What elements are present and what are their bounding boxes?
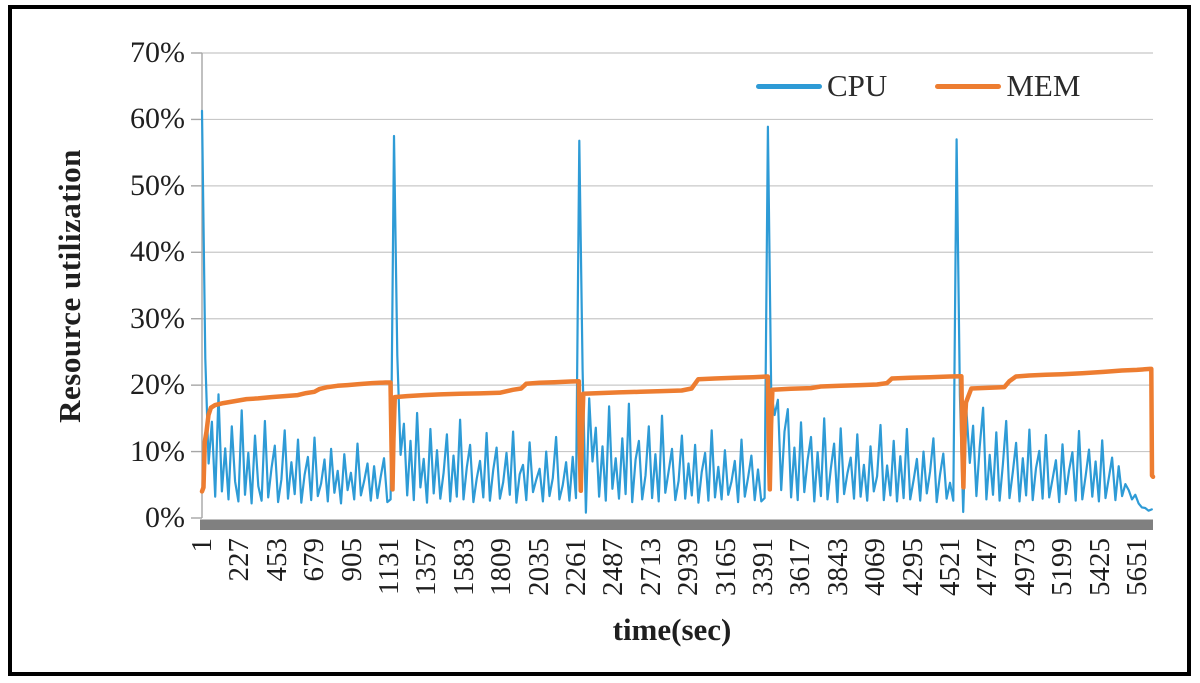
y-tick-label: 70% <box>130 36 185 69</box>
legend: CPU MEM <box>756 68 1080 104</box>
x-tick-label: 2035 <box>522 538 555 596</box>
y-tick-label: 10% <box>130 434 185 468</box>
legend-label-cpu: CPU <box>827 68 888 103</box>
x-tick-label: 453 <box>260 538 293 582</box>
x-tick-label: 1 <box>186 538 218 553</box>
x-tick-label: 2261 <box>559 538 592 596</box>
y-tick-label: 20% <box>130 368 185 402</box>
x-tick-label: 4295 <box>896 538 929 596</box>
x-tick-label: 3165 <box>709 538 742 596</box>
legend-item-mem: MEM <box>935 68 1080 104</box>
x-tick-label: 2939 <box>672 538 705 596</box>
mem-line-swatch <box>935 83 1002 89</box>
x-tick-label: 1357 <box>410 538 443 596</box>
x-tick-label: 2487 <box>597 538 630 596</box>
x-axis-title: time(sec) <box>612 612 732 647</box>
x-tick-label: 905 <box>335 538 368 582</box>
y-tick-label: 40% <box>130 235 185 269</box>
x-tick-label: 3843 <box>821 538 854 596</box>
x-tick-label: 5651 <box>1120 538 1153 596</box>
x-tick-label: 4747 <box>971 538 1004 596</box>
x-tick-label: 2713 <box>634 538 667 596</box>
legend-item-cpu: CPU <box>756 68 887 104</box>
x-tick-label: 679 <box>298 538 331 582</box>
x-tick-label: 3617 <box>784 538 817 596</box>
x-axis-zero-bar <box>200 519 1153 530</box>
x-tick-label: 5199 <box>1046 538 1079 596</box>
y-tick-label: 30% <box>130 301 185 335</box>
y-tick-label: 60% <box>130 102 185 136</box>
x-tick-label: 3391 <box>746 538 779 596</box>
mem-series-line <box>199 366 1156 494</box>
cpu-line-swatch <box>756 83 822 89</box>
x-tick-label: 4521 <box>933 538 966 596</box>
x-tick-label: 227 <box>223 538 256 582</box>
y-tick-label: 0% <box>145 501 185 534</box>
x-tick-label: 4973 <box>1008 538 1041 596</box>
x-tick-label: 4069 <box>859 538 892 596</box>
x-tick-label: 5425 <box>1083 538 1116 596</box>
x-tick-label: 1583 <box>447 538 480 596</box>
y-tick-label: 50% <box>130 168 185 202</box>
cpu-series-line <box>200 109 1153 514</box>
legend-label-mem: MEM <box>1006 68 1081 103</box>
x-tick-label: 1131 <box>372 538 405 595</box>
x-tick-label: 1809 <box>485 538 518 596</box>
